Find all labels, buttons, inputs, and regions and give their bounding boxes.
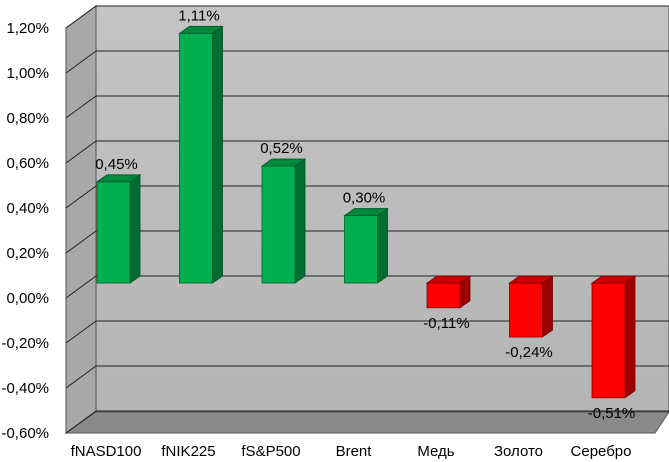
bar-top — [260, 158, 307, 167]
bar — [178, 25, 224, 284]
y-axis-ticks: 1,20% 1,00% 0,80% 0,60% 0,40% 0,20% 0,00% -0,20… — [1, 20, 49, 442]
y-tick-label: 1,00% — [6, 65, 49, 82]
y-tick-label: 0,40% — [6, 200, 49, 217]
bars — [95, 25, 637, 399]
y-tick-label: 0,80% — [6, 110, 49, 127]
gridline-side — [65, 50, 97, 74]
bar-top — [343, 208, 389, 216]
x-category-label: Серебро — [571, 443, 632, 460]
x-category-label: Золото — [494, 443, 543, 460]
gridline-side — [65, 230, 97, 254]
gridline-side — [65, 95, 97, 119]
bar-side — [129, 174, 141, 284]
y-tick-label: -0,40% — [1, 380, 49, 397]
bar-top — [95, 174, 142, 183]
data-label: 0,30% — [343, 190, 386, 207]
bar — [590, 275, 637, 399]
bar-side — [377, 207, 388, 284]
data-labels: 0,45% 1,11% 0,52% 0,30% -0,11% -0,24% -0,51% — [95, 7, 635, 422]
y-tick-label: -0,60% — [1, 425, 49, 442]
data-label: -0,11% — [423, 315, 469, 332]
bar — [508, 275, 554, 338]
x-axis-categories: fNASD100 fNIK225 fS&P500 Brent Медь Золото Сер… — [71, 443, 632, 460]
y-tick-label: 1,20% — [6, 20, 49, 37]
bar — [343, 207, 389, 284]
gridline-side — [65, 275, 97, 299]
bar-front — [179, 32, 213, 284]
bar-front — [591, 282, 626, 399]
data-label: -0,24% — [505, 344, 553, 361]
gridline-side — [65, 365, 97, 389]
bar-top — [508, 275, 554, 284]
bar-front — [96, 181, 131, 284]
data-label: 0,45% — [95, 156, 138, 173]
bar-top — [178, 25, 224, 34]
y-tick-label: 0,60% — [6, 155, 49, 172]
y-tick-label: -0,20% — [1, 335, 49, 352]
x-category-label: Brent — [336, 443, 373, 460]
bar-side — [624, 275, 636, 399]
x-category-label: fS&P500 — [241, 443, 300, 460]
bar — [95, 174, 142, 284]
bar-front — [509, 282, 543, 338]
bar-front — [261, 165, 296, 284]
y-tick-label: 0,20% — [6, 245, 49, 262]
bar-top — [425, 275, 472, 284]
gridline-side — [65, 140, 97, 164]
data-label: 0,52% — [260, 140, 303, 157]
x-category-label: fNIK225 — [161, 443, 215, 460]
gridline-side — [65, 185, 97, 209]
chart-floor — [64, 411, 669, 434]
bar-side — [542, 275, 553, 338]
y-tick-label: 0,00% — [6, 290, 49, 307]
bar-front — [344, 215, 378, 284]
data-label: 1,11% — [178, 7, 219, 24]
bar-side — [212, 25, 223, 284]
gridline-side — [65, 5, 97, 29]
bar — [425, 275, 472, 309]
bar-top — [590, 275, 637, 284]
data-label: -0,51% — [588, 405, 636, 422]
bar — [260, 158, 307, 284]
x-category-label: fNASD100 — [71, 443, 142, 460]
x-category-label: Медь — [417, 443, 454, 460]
gridline-side — [65, 410, 97, 434]
bar-side — [294, 158, 306, 284]
gridline-side — [65, 320, 97, 344]
bar-front — [426, 282, 461, 309]
